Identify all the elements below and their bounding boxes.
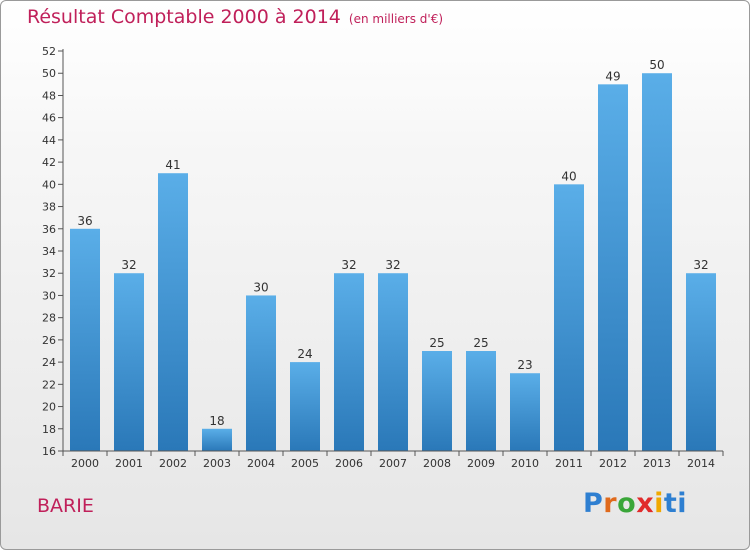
x-tick-label: 2000 — [71, 457, 99, 470]
data-label: 50 — [649, 58, 664, 72]
data-label: 25 — [473, 336, 488, 350]
x-tick-label: 2013 — [643, 457, 671, 470]
data-label: 32 — [693, 258, 708, 272]
unit-note: (en milliers d'€) — [348, 12, 444, 26]
bar — [290, 362, 320, 451]
y-tick-label: 20 — [42, 401, 56, 414]
x-tick-label: 2001 — [115, 457, 143, 470]
y-tick-label: 24 — [42, 356, 56, 369]
x-tick-label: 2005 — [291, 457, 319, 470]
x-tick-label: 2012 — [599, 457, 627, 470]
data-label: 32 — [385, 258, 400, 272]
x-tick-label: 2002 — [159, 457, 187, 470]
x-tick-label: 2011 — [555, 457, 583, 470]
data-label: 23 — [517, 358, 532, 372]
data-label: 24 — [297, 347, 312, 361]
bar — [510, 373, 540, 451]
bar — [114, 273, 144, 451]
logo-letter: r — [603, 488, 618, 519]
bar — [202, 428, 232, 451]
data-label: 49 — [605, 69, 620, 83]
bar — [70, 228, 100, 451]
y-tick-label: 52 — [42, 45, 56, 58]
y-tick-label: 46 — [42, 112, 56, 125]
proxiti-logo: Proxiti — [583, 488, 687, 519]
y-tick-label: 44 — [42, 134, 56, 147]
chart-title: Résultat Comptable 2000 à 2014 (en millie… — [27, 6, 443, 28]
x-tick-label: 2007 — [379, 457, 407, 470]
bar — [334, 273, 364, 451]
bar — [642, 73, 672, 451]
y-tick-label: 30 — [42, 289, 56, 302]
data-label: 32 — [341, 258, 356, 272]
data-label: 40 — [561, 169, 576, 183]
bar — [246, 295, 276, 451]
x-tick-label: 2003 — [203, 457, 231, 470]
y-tick-label: 48 — [42, 89, 56, 102]
bar — [598, 84, 628, 451]
x-tick-label: 2010 — [511, 457, 539, 470]
bar — [686, 273, 716, 451]
y-tick-label: 26 — [42, 334, 56, 347]
x-tick-label: 2009 — [467, 457, 495, 470]
data-label: 30 — [253, 280, 268, 294]
logo-letter: x — [636, 488, 655, 519]
y-tick-label: 42 — [42, 156, 56, 169]
y-tick-label: 36 — [42, 223, 56, 236]
data-label: 36 — [77, 214, 92, 228]
data-label: 25 — [429, 336, 444, 350]
y-tick-label: 18 — [42, 423, 56, 436]
y-tick-label: 16 — [42, 445, 56, 458]
bar — [422, 351, 452, 451]
bar — [158, 173, 188, 451]
logo-letter: i — [654, 488, 664, 519]
y-tick-label: 22 — [42, 378, 56, 391]
commune-name: BARIE — [37, 495, 94, 517]
logo-letter: o — [617, 488, 637, 519]
y-tick-label: 32 — [42, 267, 56, 280]
y-tick-label: 34 — [42, 245, 56, 258]
x-tick-label: 2006 — [335, 457, 363, 470]
y-tick-label: 40 — [42, 178, 56, 191]
title-text: Résultat Comptable 2000 à 2014 — [27, 6, 341, 28]
logo-letter: ti — [663, 488, 688, 519]
y-tick-label: 50 — [42, 67, 56, 80]
bar — [378, 273, 408, 451]
logo-letter: P — [583, 488, 604, 519]
data-label: 32 — [121, 258, 136, 272]
x-tick-label: 2008 — [423, 457, 451, 470]
bar — [466, 351, 496, 451]
bar — [554, 184, 584, 452]
y-tick-label: 28 — [42, 312, 56, 325]
x-tick-label: 2014 — [687, 457, 715, 470]
x-tick-label: 2004 — [247, 457, 275, 470]
y-tick-label: 38 — [42, 201, 56, 214]
data-label: 18 — [209, 414, 224, 428]
data-label: 41 — [165, 158, 180, 172]
